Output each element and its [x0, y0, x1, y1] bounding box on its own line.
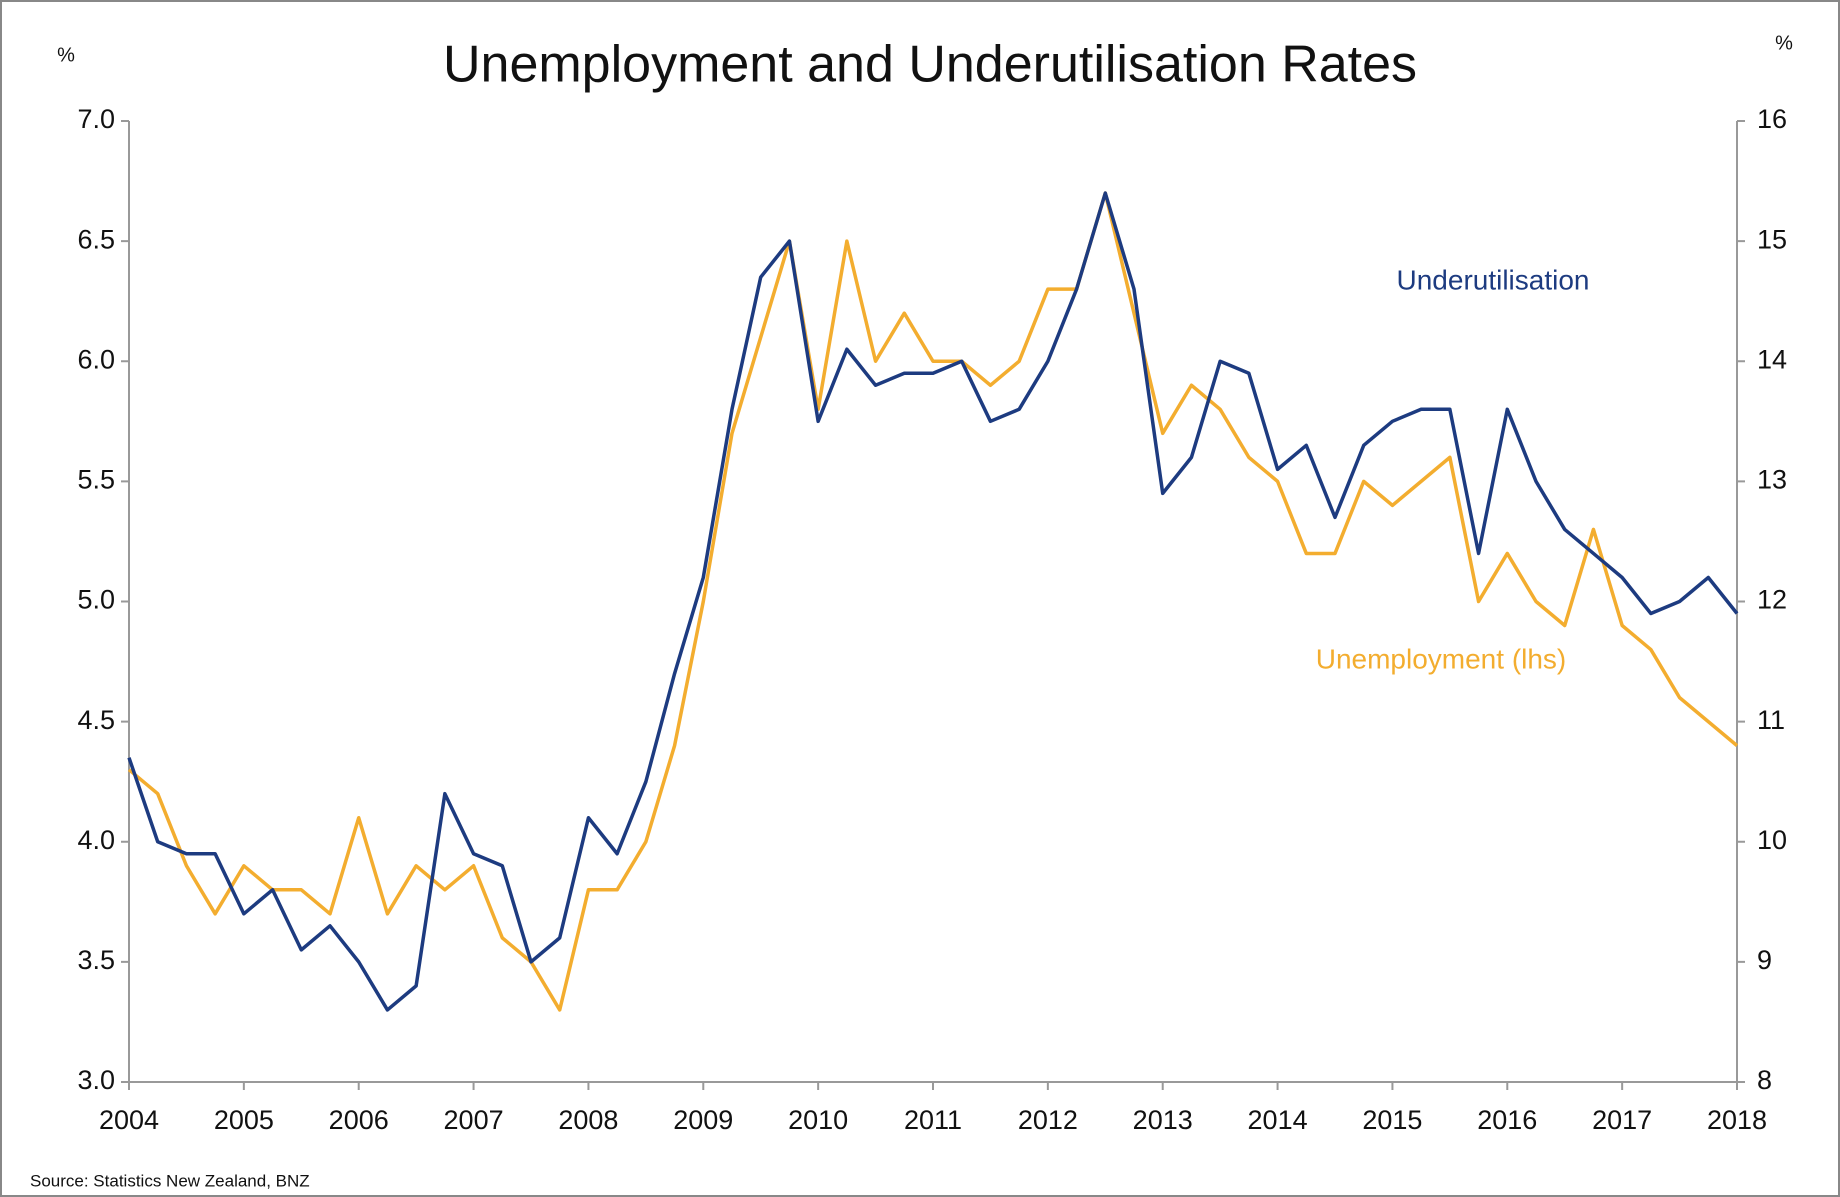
x-tick-label: 2013	[1133, 1105, 1193, 1135]
y2-axis-label: %	[1775, 32, 1793, 54]
x-tick-label: 2017	[1592, 1105, 1652, 1135]
y-tick-label: 6.0	[77, 344, 115, 374]
y-tick-label: 6.5	[77, 224, 115, 254]
source-note: Source: Statistics New Zealand, BNZ	[30, 1171, 310, 1190]
x-tick-label: 2009	[673, 1105, 733, 1135]
y-tick-label: 3.0	[77, 1065, 115, 1095]
x-tick-label: 2018	[1707, 1105, 1767, 1135]
x-tick-label: 2007	[444, 1105, 504, 1135]
y2-tick-label: 11	[1757, 705, 1785, 735]
chart-title: Unemployment and Underutilisation Rates	[443, 36, 1417, 94]
x-tick-label: 2004	[99, 1105, 159, 1135]
y2-tick-label: 16	[1757, 104, 1787, 134]
y2-tick-label: 15	[1757, 224, 1787, 254]
x-tick-label: 2012	[1018, 1105, 1078, 1135]
x-tick-label: 2015	[1362, 1105, 1422, 1135]
y-tick-label: 4.0	[77, 825, 115, 855]
y-tick-label: 7.0	[77, 104, 115, 134]
y-tick-label: 3.5	[77, 945, 115, 975]
x-tick-label: 2016	[1477, 1105, 1537, 1135]
x-tick-label: 2008	[558, 1105, 618, 1135]
x-tick-label: 2006	[329, 1105, 389, 1135]
series-line	[127, 191, 1739, 1012]
y2-tick-label: 12	[1757, 585, 1787, 615]
y2-tick-label: 10	[1757, 825, 1787, 855]
x-tick-label: 2010	[788, 1105, 848, 1135]
y2-tick-label: 8	[1757, 1065, 1772, 1095]
series-line	[127, 191, 1739, 1012]
x-tick-label: 2005	[214, 1105, 274, 1135]
y2-tick-label: 13	[1757, 465, 1787, 495]
series-label: Underutilisation	[1397, 264, 1590, 295]
y-tick-label: 4.5	[77, 705, 115, 735]
y-axis-label: %	[57, 44, 75, 66]
series-label: Unemployment (lhs)	[1316, 643, 1567, 674]
x-tick-label: 2011	[904, 1105, 962, 1135]
y2-tick-label: 14	[1757, 344, 1787, 374]
y2-tick-label: 9	[1757, 945, 1772, 975]
y-tick-label: 5.5	[77, 465, 115, 495]
y-tick-label: 5.0	[77, 585, 115, 615]
x-tick-label: 2014	[1248, 1105, 1308, 1135]
